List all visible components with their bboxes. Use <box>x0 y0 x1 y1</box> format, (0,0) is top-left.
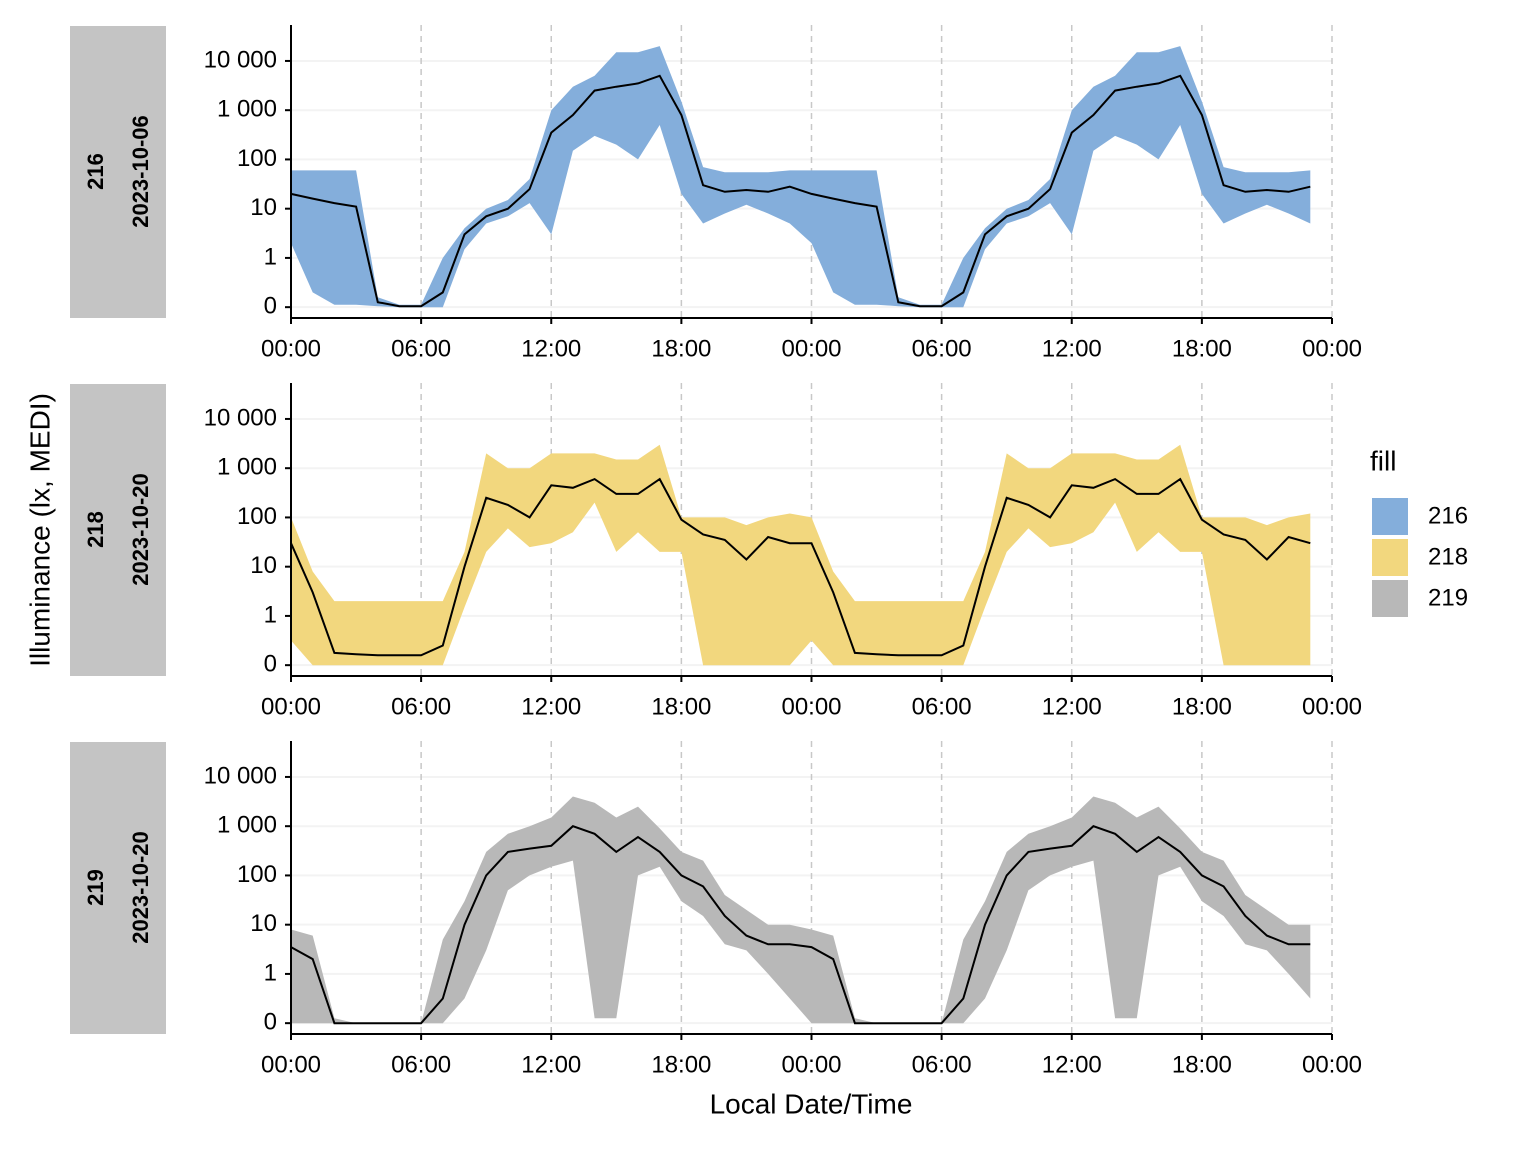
legend-label: 216 <box>1428 502 1468 529</box>
x-tick-label: 18:00 <box>651 693 711 720</box>
x-tick-label: 06:00 <box>912 335 972 362</box>
legend-title: fill <box>1370 445 1396 476</box>
band <box>291 796 1311 1024</box>
y-axis-label: Illuminance (lx, MEDI) <box>24 393 55 667</box>
strip-label: 2023-10-20 <box>128 473 153 586</box>
legend-key <box>1372 580 1408 617</box>
x-tick-label: 06:00 <box>912 693 972 720</box>
x-tick-label: 18:00 <box>651 335 711 362</box>
x-tick-label: 18:00 <box>651 1051 711 1078</box>
y-tick-label: 100 <box>237 861 277 888</box>
strip-label: 2023-10-20 <box>128 831 153 944</box>
y-tick-label: 10 <box>250 552 277 579</box>
y-tick-label: 0 <box>264 651 277 678</box>
strip-label: 2023-10-06 <box>128 115 153 228</box>
x-tick-label: 06:00 <box>391 693 451 720</box>
y-tick-label: 100 <box>237 503 277 530</box>
x-tick-label: 12:00 <box>521 1051 581 1078</box>
y-tick-label: 0 <box>264 293 277 320</box>
legend-label: 218 <box>1428 543 1468 570</box>
x-tick-label: 18:00 <box>1172 693 1232 720</box>
strip-label: 219 <box>83 869 108 906</box>
band <box>291 46 1311 308</box>
x-tick-label: 12:00 <box>1042 335 1102 362</box>
y-tick-label: 1 <box>264 959 277 986</box>
legend-key <box>1372 539 1408 576</box>
strip <box>70 26 166 318</box>
x-tick-label: 06:00 <box>391 335 451 362</box>
x-axis-label: Local Date/Time <box>710 1088 913 1119</box>
y-tick-label: 10 <box>250 194 277 221</box>
median-line <box>290 825 1311 1025</box>
strip-label: 218 <box>83 511 108 548</box>
legend-key <box>1372 498 1408 535</box>
x-tick-label: 00:00 <box>261 1051 321 1078</box>
x-tick-label: 12:00 <box>521 335 581 362</box>
x-tick-label: 00:00 <box>1302 1051 1362 1078</box>
strip-label: 216 <box>83 153 108 190</box>
y-tick-label: 10 <box>250 910 277 937</box>
x-tick-label: 12:00 <box>1042 1051 1102 1078</box>
x-tick-label: 00:00 <box>1302 693 1362 720</box>
y-tick-label: 1 000 <box>217 96 277 123</box>
y-tick-label: 1 <box>264 243 277 270</box>
x-tick-label: 00:00 <box>781 335 841 362</box>
x-tick-label: 12:00 <box>1042 693 1102 720</box>
y-tick-label: 1 <box>264 601 277 628</box>
legend-label: 219 <box>1428 584 1468 611</box>
y-tick-label: 100 <box>237 145 277 172</box>
x-tick-label: 06:00 <box>912 1051 972 1078</box>
y-tick-label: 10 000 <box>204 46 277 73</box>
x-tick-label: 18:00 <box>1172 1051 1232 1078</box>
strip <box>70 384 166 676</box>
x-tick-label: 00:00 <box>781 1051 841 1078</box>
x-tick-label: 00:00 <box>781 693 841 720</box>
band <box>291 444 1311 666</box>
y-tick-label: 0 <box>264 1009 277 1036</box>
x-tick-label: 00:00 <box>261 693 321 720</box>
x-tick-label: 00:00 <box>261 335 321 362</box>
y-tick-label: 10 000 <box>204 762 277 789</box>
y-tick-label: 1 000 <box>217 454 277 481</box>
y-tick-label: 10 000 <box>204 404 277 431</box>
y-tick-label: 1 000 <box>217 812 277 839</box>
x-tick-label: 18:00 <box>1172 335 1232 362</box>
x-tick-label: 06:00 <box>391 1051 451 1078</box>
x-tick-label: 12:00 <box>521 693 581 720</box>
strip <box>70 742 166 1034</box>
x-tick-label: 00:00 <box>1302 335 1362 362</box>
median-line <box>290 477 1311 657</box>
median-line <box>290 74 1311 308</box>
